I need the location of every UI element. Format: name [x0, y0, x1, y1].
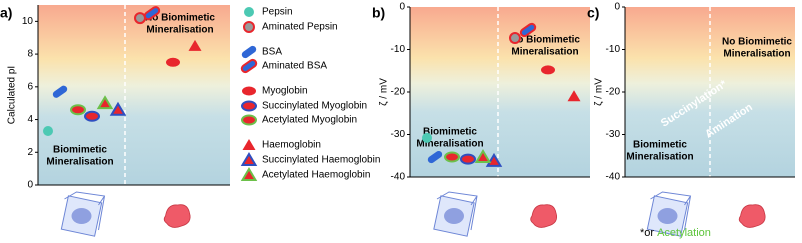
marker-circle [509, 32, 521, 45]
marker-oval [70, 104, 86, 116]
marker-pill [52, 85, 68, 98]
y-tick-label: -30 [606, 129, 621, 140]
cage-edges [650, 191, 692, 231]
y-tick-label: -10 [606, 44, 621, 55]
region-label: No Biomimetic [145, 13, 215, 24]
region-label: Mineralisation [723, 49, 790, 60]
protein-icon [738, 204, 766, 228]
marker-pill [143, 6, 161, 21]
y-axis-label: ζ / mV [594, 78, 605, 106]
marker-triangle [242, 139, 256, 150]
marker-oval [241, 100, 257, 112]
marker-triangle [240, 152, 258, 166]
panel-label: a) [0, 5, 12, 21]
y-tick-label: -40 [606, 172, 621, 183]
footnote: *or Acetylation [640, 227, 711, 239]
plot-background [38, 5, 230, 185]
protein-inside [444, 208, 464, 224]
footnote-text: *or [640, 227, 654, 239]
legend-label: Succinylated Haemoglobin [262, 155, 380, 166]
legend-label: Acetylated Myoglobin [262, 115, 357, 126]
marker-circle [422, 132, 432, 143]
marker-circle [243, 21, 255, 33]
y-tick-label: 8 [27, 49, 33, 60]
y-axis-label: ζ / mV [379, 78, 390, 106]
marker-oval [84, 110, 100, 122]
y-tick-label: 6 [27, 81, 33, 92]
y-tick-label: 0 [399, 2, 405, 13]
y-tick-label: 0 [27, 180, 33, 191]
marker-pill [241, 45, 257, 59]
legend-label: Acetylated Haemoglobin [262, 170, 370, 181]
y-tick-label: 4 [27, 114, 33, 125]
marker-pill [240, 58, 258, 74]
marker-pill [519, 22, 537, 38]
plot-background [410, 7, 590, 177]
marker-triangle [240, 167, 258, 181]
y-tick-label: 0 [614, 2, 620, 13]
marker-triangle [109, 101, 127, 116]
y-tick-label: 10 [22, 16, 34, 27]
marker-oval [444, 151, 460, 163]
marker-circle [134, 12, 146, 25]
y-axis-label: Calculated pI [7, 66, 18, 124]
y-tick-label: -20 [391, 87, 406, 98]
y-tick-label: -40 [391, 172, 406, 183]
footnote-highlight: Acetylation [657, 227, 711, 239]
marker-triangle [485, 152, 503, 167]
marker-triangle [96, 95, 114, 110]
marker-oval [241, 114, 257, 126]
marker-pill [427, 150, 443, 164]
region-label: Biomimetic [53, 145, 107, 156]
region-label: No Biomimetic [510, 35, 580, 46]
cage-edges [436, 191, 478, 231]
marker-oval [166, 57, 180, 67]
legend-label: Pepsin [262, 7, 293, 18]
y-tick-label: -30 [391, 129, 406, 140]
y-tick-label: -10 [391, 44, 406, 55]
y-tick-label: -20 [606, 87, 621, 98]
region-label: Mineralisation [626, 152, 693, 163]
region-label: Mineralisation [46, 157, 113, 168]
legend-label: BSA [262, 47, 282, 58]
marker-oval [460, 153, 476, 165]
marker-triangle [474, 149, 492, 164]
region-label: Mineralisation [146, 25, 213, 36]
protein-icon [530, 204, 558, 228]
marker-circle [244, 7, 254, 17]
region-label: Mineralisation [416, 139, 483, 150]
marker-triangle [188, 39, 202, 51]
marker-oval [242, 86, 256, 96]
protein-inside [71, 208, 92, 224]
y-tick-label: 2 [27, 147, 33, 158]
region-label: No Biomimetic [722, 37, 792, 48]
marker-circle [43, 126, 53, 136]
legend-label: Aminated BSA [262, 61, 327, 72]
legend-label: Myoglobin [262, 86, 308, 97]
protein-icon [163, 204, 191, 228]
region-label: Biomimetic [423, 127, 477, 138]
marker-oval [541, 65, 555, 75]
legend-label: Aminated Pepsin [262, 22, 338, 33]
region-label: Biomimetic [633, 140, 687, 151]
cage-edges [64, 191, 106, 231]
panel-label: c) [587, 5, 599, 21]
region-label: Mineralisation [511, 47, 578, 58]
marker-triangle [567, 90, 581, 102]
panel-label: b) [372, 5, 385, 21]
protein-inside [657, 208, 678, 224]
legend-label: Haemoglobin [262, 140, 321, 151]
legend-label: Succinylated Myoglobin [262, 101, 367, 112]
